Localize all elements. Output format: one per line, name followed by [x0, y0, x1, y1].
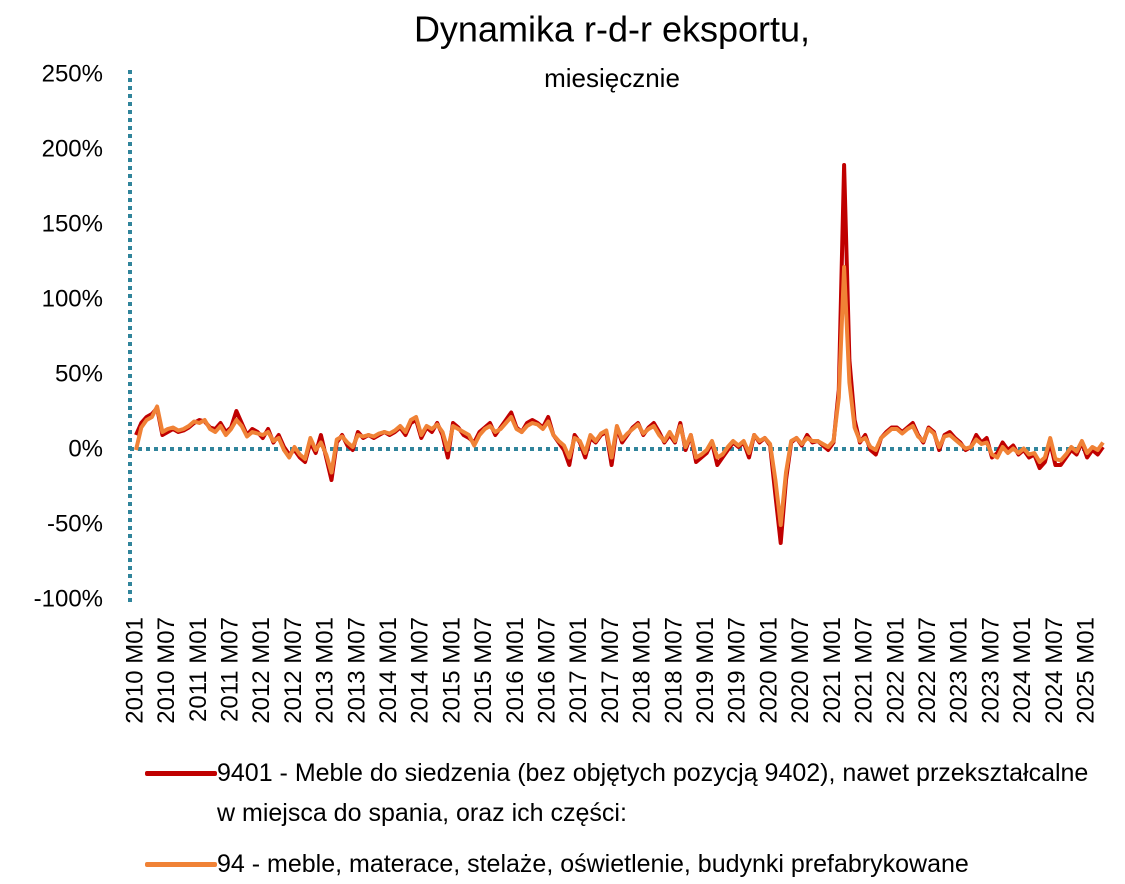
x-tick-label: 2013 M07 — [343, 617, 370, 724]
x-tick-label: 2017 M07 — [597, 617, 624, 724]
x-tick-label: 2012 M07 — [280, 617, 307, 724]
x-tick-label: 2015 M07 — [470, 617, 497, 724]
x-tick-label: 2023 M01 — [946, 617, 973, 724]
legend-swatch — [145, 771, 217, 776]
x-tick-label: 2021 M07 — [851, 617, 878, 724]
x-tick-label: 2022 M01 — [882, 617, 909, 724]
x-tick-label: 2012 M01 — [248, 617, 275, 724]
x-tick-label: 2014 M01 — [375, 617, 402, 724]
x-tick-label: 2021 M01 — [819, 617, 846, 724]
legend-entry: 9401 - Meble do siedzenia (bez objętych … — [145, 757, 1097, 833]
x-tick-label: 2016 M01 — [502, 617, 529, 724]
x-tick-label: 2010 M07 — [153, 617, 180, 724]
y-tick-label: -50% — [47, 510, 103, 537]
x-tick-label: 2020 M07 — [787, 617, 814, 724]
x-tick-label: 2024 M01 — [1009, 617, 1036, 724]
chart-subtitle: miesięcznie — [544, 63, 680, 93]
y-tick-label: 250% — [42, 60, 103, 87]
y-tick-label: -100% — [34, 585, 103, 612]
x-tick-label: 2011 M07 — [216, 617, 243, 722]
series-line — [134, 163, 1105, 545]
x-tick-label: 2019 M07 — [724, 617, 751, 724]
y-tick-label: 150% — [42, 210, 103, 237]
x-tick-label: 2018 M01 — [629, 617, 656, 724]
legend-label: 94 - meble, materace, stelaże, oświetlen… — [217, 850, 969, 878]
x-tick-label: 2024 M07 — [1041, 617, 1068, 724]
x-tick-label: 2023 M07 — [977, 617, 1004, 724]
y-tick-label: 50% — [55, 360, 103, 387]
x-tick-label: 2018 M07 — [660, 617, 687, 724]
x-tick-label: 2025 M01 — [1072, 617, 1099, 724]
x-tick-label: 2019 M01 — [692, 617, 719, 724]
y-tick-label: 0% — [68, 435, 103, 462]
y-tick-label: 200% — [42, 135, 103, 162]
legend-entry: 94 - meble, materace, stelaże, oświetlen… — [145, 848, 1097, 884]
x-tick-label: 2011 M01 — [185, 617, 212, 722]
chart-title: Dynamika r-d-r eksportu, — [414, 9, 810, 50]
x-tick-label: 2016 M07 — [534, 617, 561, 724]
x-tick-label: 2014 M07 — [407, 617, 434, 724]
x-tick-label: 2017 M01 — [565, 617, 592, 724]
x-tick-label: 2013 M01 — [312, 617, 339, 724]
series-line — [134, 265, 1105, 527]
x-tick-label: 2020 M01 — [755, 617, 782, 724]
y-tick-label: 100% — [42, 285, 103, 312]
x-tick-label: 2022 M07 — [914, 617, 941, 724]
x-tick-label: 2010 M01 — [121, 617, 148, 724]
legend-label: 9401 - Meble do siedzenia (bez objętych … — [217, 759, 1089, 827]
x-tick-label: 2015 M01 — [438, 617, 465, 724]
legend-swatch — [145, 862, 217, 867]
